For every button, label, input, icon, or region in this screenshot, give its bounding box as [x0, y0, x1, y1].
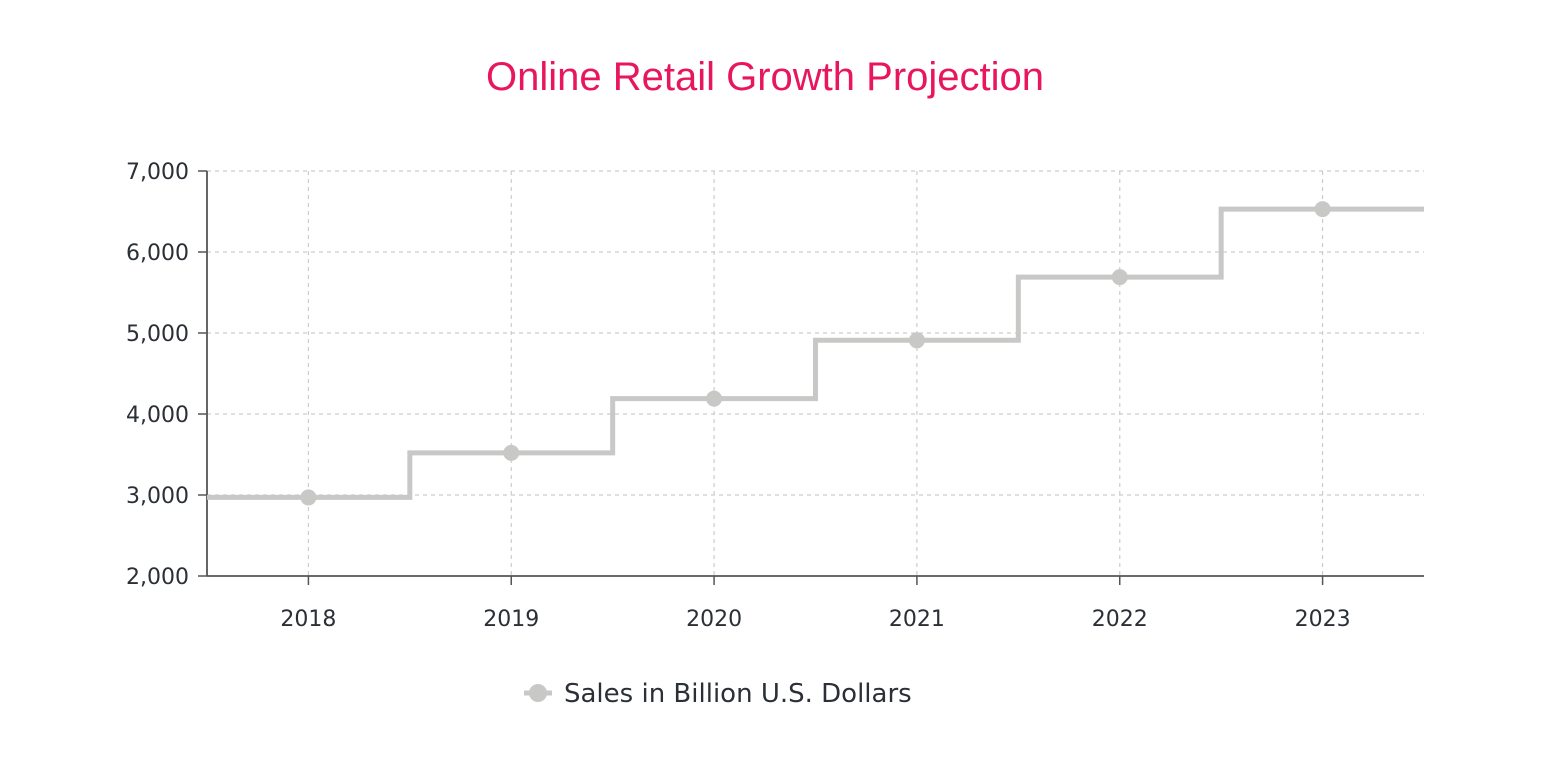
data-point [503, 444, 520, 461]
y-tick-label: 3,000 [126, 484, 189, 509]
series-layer [207, 201, 1424, 506]
x-tick-label: 2023 [1295, 607, 1351, 632]
legend-label: Sales in Billion U.S. Dollars [564, 679, 912, 709]
legend: Sales in Billion U.S. Dollars [524, 679, 912, 709]
y-tick-label: 6,000 [126, 241, 189, 266]
x-tick-label: 2022 [1092, 607, 1148, 632]
data-point [1111, 269, 1128, 286]
y-tick-label: 5,000 [126, 322, 189, 347]
y-tick-label: 4,000 [126, 403, 189, 428]
data-point [706, 390, 723, 407]
legend-marker-swatch [529, 684, 547, 702]
grid [207, 170, 1424, 576]
y-tick-label: 7,000 [126, 160, 189, 185]
series-line [207, 206, 1424, 500]
data-point [300, 489, 317, 506]
axes: 2,000 3,000 4,000 5,000 6,000 7,000 2018 2019 20… [126, 160, 1424, 632]
y-tick-label: 2,000 [126, 565, 189, 590]
x-tick-label: 2021 [889, 607, 945, 632]
data-point [908, 332, 925, 349]
x-tick-label: 2019 [483, 607, 539, 632]
x-tick-label: 2020 [686, 607, 742, 632]
x-tick-label: 2018 [280, 607, 336, 632]
data-point [1314, 201, 1331, 218]
chart-title: Online Retail Growth Projection [486, 55, 1044, 99]
